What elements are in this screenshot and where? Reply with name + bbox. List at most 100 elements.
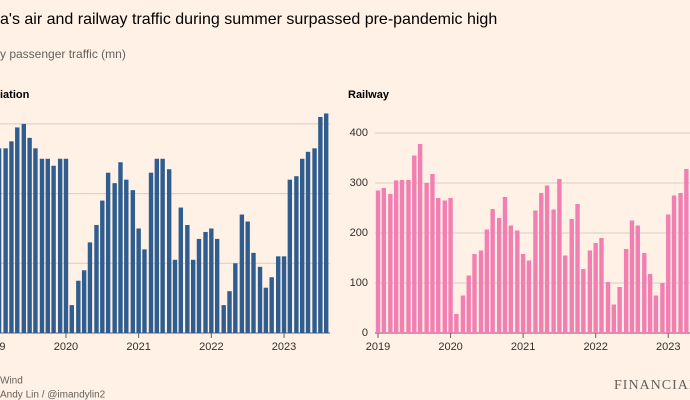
bar <box>430 174 435 333</box>
bar <box>39 158 45 333</box>
x-tick-label: 2023 <box>656 341 680 353</box>
bar <box>221 305 226 333</box>
bar <box>27 137 32 333</box>
bar <box>393 180 399 333</box>
bar <box>539 193 544 333</box>
bar <box>526 260 532 333</box>
bar <box>0 148 2 333</box>
bar <box>417 144 423 333</box>
bar <box>666 214 671 333</box>
bar <box>263 287 269 333</box>
bar <box>388 194 393 333</box>
bar <box>671 195 677 333</box>
y-tick-label: 100 <box>350 277 368 289</box>
bar <box>581 269 586 333</box>
bar <box>294 176 299 333</box>
bar <box>563 255 568 333</box>
bar <box>605 282 611 333</box>
bar <box>3 148 8 333</box>
bar <box>635 225 640 333</box>
bar <box>587 250 593 333</box>
x-tick-label: 2020 <box>54 341 78 353</box>
bar <box>196 238 202 333</box>
y-tick-label: 0 <box>362 327 368 339</box>
bar <box>557 179 562 333</box>
panel-title: iation <box>0 89 30 101</box>
bar <box>160 158 165 333</box>
bar <box>551 209 556 333</box>
bar <box>51 165 56 333</box>
bar <box>305 151 311 333</box>
bar <box>436 198 441 333</box>
bar <box>76 280 81 333</box>
bar <box>148 172 154 333</box>
bar <box>412 155 417 333</box>
bar <box>233 263 238 333</box>
bar <box>130 190 136 333</box>
bar <box>399 180 405 333</box>
x-tick-label: 2020 <box>438 341 462 353</box>
bar <box>45 158 50 333</box>
bar <box>660 283 665 333</box>
bar <box>569 219 574 333</box>
bar <box>472 254 477 333</box>
bar <box>172 259 178 333</box>
bar <box>251 252 256 333</box>
bar <box>466 275 471 333</box>
x-tick-label: 2022 <box>199 341 223 353</box>
bar <box>105 172 111 333</box>
bar <box>460 295 466 333</box>
bar <box>593 243 598 333</box>
bar <box>118 162 123 333</box>
bar <box>190 259 196 333</box>
x-tick-label: 2022 <box>583 341 607 353</box>
x-tick-label: 2019 <box>0 341 6 353</box>
bar <box>478 250 484 333</box>
x-tick-label: 2019 <box>366 341 390 353</box>
bar <box>684 169 689 333</box>
bar <box>490 209 495 333</box>
x-tick-label: 2021 <box>511 341 535 353</box>
bar <box>214 238 220 333</box>
title: a's air and railway traffic during summe… <box>0 11 497 28</box>
bar <box>124 179 129 333</box>
bar <box>520 254 526 333</box>
bar <box>515 230 520 333</box>
bar <box>81 270 87 333</box>
bar <box>9 141 14 333</box>
bar <box>642 253 647 333</box>
bar <box>154 158 160 333</box>
bar <box>87 242 93 333</box>
brand: FINANCIAL T <box>614 378 690 393</box>
bar <box>185 224 190 333</box>
bar <box>33 148 38 333</box>
bar <box>544 185 550 333</box>
bar <box>484 229 490 333</box>
bar <box>166 169 172 333</box>
bar <box>533 210 538 333</box>
bar <box>142 249 147 333</box>
bar <box>269 277 274 333</box>
bar <box>239 214 245 333</box>
bar <box>611 304 617 333</box>
bar <box>623 249 629 333</box>
x-tick-label: 2021 <box>126 341 150 353</box>
y-tick-label: 300 <box>350 177 368 189</box>
bar <box>112 183 117 333</box>
bar <box>653 295 659 333</box>
bar <box>63 158 69 333</box>
bar <box>647 274 653 333</box>
bar <box>57 158 63 333</box>
bar <box>617 287 622 333</box>
bar <box>406 180 411 333</box>
bar <box>442 200 447 333</box>
bar <box>312 148 317 333</box>
bar <box>15 127 20 334</box>
bar <box>209 228 214 333</box>
bar <box>178 207 184 333</box>
bar <box>287 179 293 333</box>
y-tick-label: 400 <box>350 127 368 139</box>
bar <box>375 190 381 333</box>
